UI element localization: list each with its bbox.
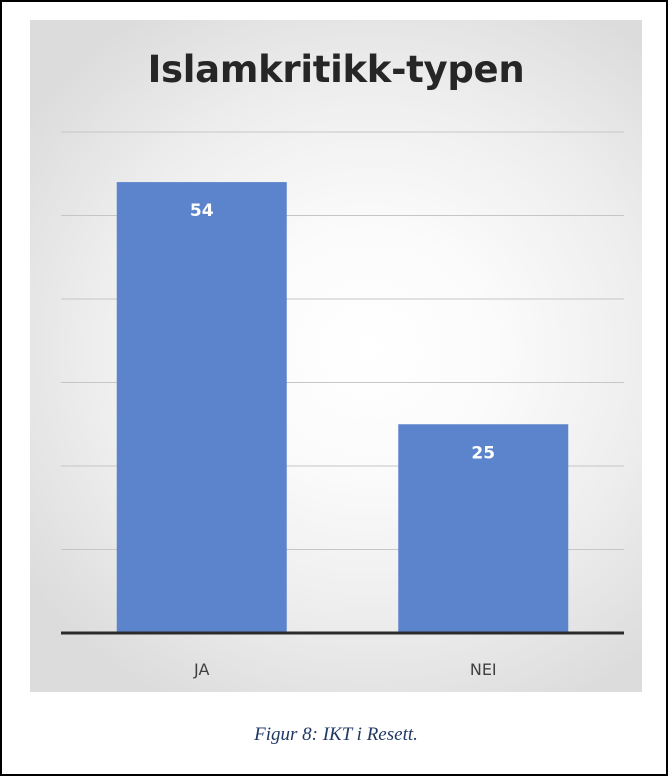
figure-caption: Figur 8: IKT i Resett. [254, 724, 418, 745]
chart-panel: Islamkritikk-typen 54 JA 25 NEI [30, 20, 642, 692]
category-label-ja: JA [193, 660, 209, 679]
bar-chart-plot: 54 JA 25 NEI [61, 131, 624, 679]
data-label-nei: 25 [471, 443, 495, 463]
bar-nei [398, 424, 569, 633]
data-label-ja: 54 [190, 201, 214, 221]
category-label-nei: NEI [470, 660, 497, 679]
chart-title: Islamkritikk-typen [147, 48, 525, 91]
bar-ja [116, 182, 287, 633]
